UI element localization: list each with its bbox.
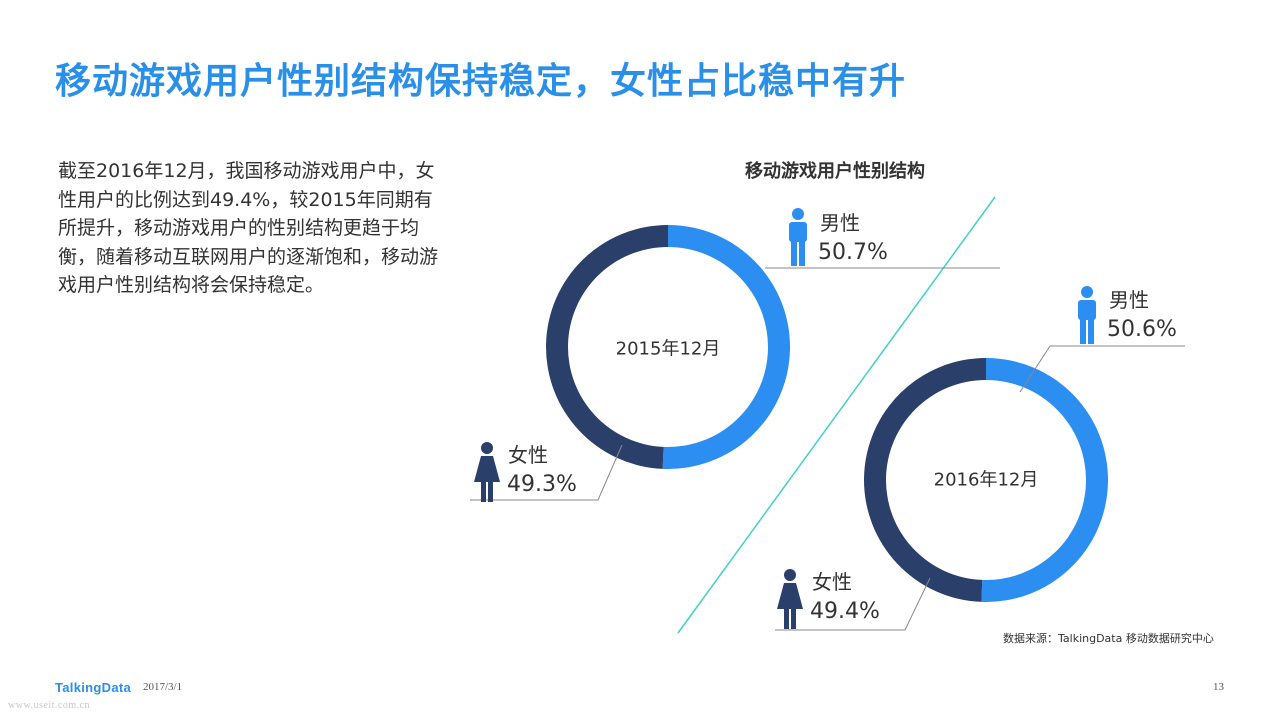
leader-line-2015-female bbox=[470, 444, 623, 501]
diagonal-divider bbox=[677, 196, 996, 634]
label-2016-female-name: 女性 bbox=[812, 570, 852, 594]
donut-2016-male-arc bbox=[981, 358, 1109, 603]
donut-2015-male-arc bbox=[662, 225, 791, 469]
label-2016-female-value: 49.4% bbox=[810, 599, 880, 624]
label-2016-male-name: 男性 bbox=[1109, 288, 1149, 312]
female-icon bbox=[777, 569, 803, 629]
donut-2016: 2016年12月 男性 50.6% 女性 49.4% bbox=[775, 286, 1185, 631]
donut-2015-female-arc bbox=[546, 225, 668, 469]
male-icon bbox=[789, 208, 807, 266]
donut-2015-center-label: 2015年12月 bbox=[616, 339, 721, 360]
label-2015-male-name: 男性 bbox=[820, 211, 860, 235]
male-icon bbox=[1078, 286, 1096, 344]
leader-line-2016-male bbox=[1019, 345, 1185, 393]
donut-2016-center-label: 2016年12月 bbox=[934, 470, 1039, 491]
label-2015-male-value: 50.7% bbox=[818, 240, 888, 265]
description-text: 截至2016年12月，我国移动游戏用户中，女性用户的比例达到49.4%，较201… bbox=[58, 160, 439, 296]
talkingdata-logo: TalkingData bbox=[55, 680, 132, 695]
label-2016-male-value: 50.6% bbox=[1107, 317, 1177, 342]
label-2015-female-value: 49.3% bbox=[507, 472, 577, 497]
page-number: 13 bbox=[1213, 681, 1224, 693]
page-title: 移动游戏用户性别结构保持稳定，女性占比稳中有升 bbox=[55, 61, 907, 102]
watermark-text: www.useit.com.cn bbox=[8, 700, 91, 711]
leader-line-2016-female bbox=[775, 577, 931, 631]
female-icon bbox=[474, 442, 500, 502]
chart-title: 移动游戏用户性别结构 bbox=[745, 161, 925, 182]
donut-2016-female-arc bbox=[864, 358, 986, 602]
data-source-note: 数据来源：TalkingData 移动数据研究中心 bbox=[1003, 632, 1214, 645]
label-2015-female-name: 女性 bbox=[508, 443, 548, 467]
report-date: 2017/3/1 bbox=[143, 681, 183, 693]
donut-2015: 2015年12月 男性 50.7% 女性 49.3% bbox=[470, 208, 1000, 502]
